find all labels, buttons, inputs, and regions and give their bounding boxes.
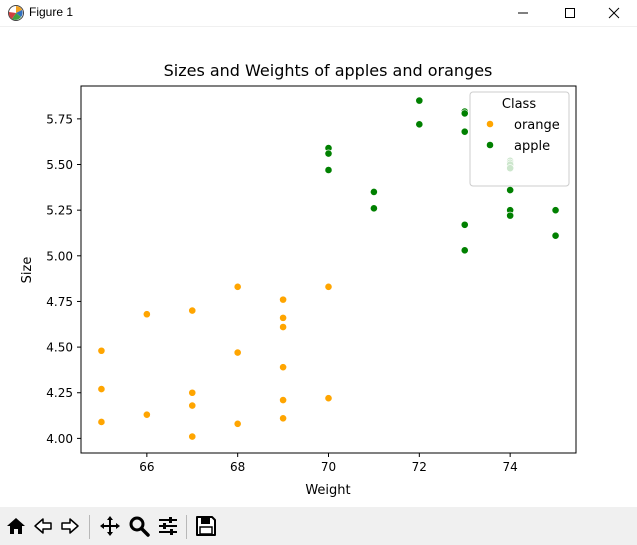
y-tick-label: 4.75 bbox=[46, 295, 73, 309]
x-tick-label: 72 bbox=[412, 460, 427, 474]
y-tick-label: 4.00 bbox=[46, 432, 73, 446]
y-tick-label: 5.25 bbox=[46, 204, 73, 218]
home-button[interactable] bbox=[4, 514, 28, 538]
y-axis-label: Size bbox=[20, 257, 35, 284]
scatter-point-orange bbox=[188, 388, 197, 397]
configure-subplots-button[interactable] bbox=[156, 514, 180, 538]
matplotlib-app-icon bbox=[8, 5, 24, 21]
navigation-toolbar bbox=[0, 507, 637, 545]
legend-box bbox=[469, 91, 570, 187]
scatter-point-orange bbox=[279, 295, 287, 304]
minimize-icon bbox=[518, 12, 528, 14]
scatter-point-orange bbox=[233, 282, 242, 291]
chart-title: Sizes and Weights of apples and oranges bbox=[164, 61, 493, 80]
scatter-point-orange bbox=[188, 306, 197, 315]
scatter-point-apple bbox=[324, 166, 333, 174]
scatter-point-apple bbox=[415, 120, 424, 129]
close-icon bbox=[608, 7, 620, 19]
forward-icon bbox=[61, 518, 79, 534]
scatter-point-orange bbox=[233, 348, 242, 357]
scatter-point-orange bbox=[279, 313, 287, 322]
scatter-point-orange bbox=[188, 432, 197, 441]
pan-icon bbox=[100, 516, 120, 536]
scatter-point-orange bbox=[324, 282, 333, 291]
y-tick-label: 4.50 bbox=[46, 341, 73, 355]
x-tick-label: 70 bbox=[321, 460, 336, 474]
back-icon bbox=[34, 518, 52, 534]
scatter-point-apple bbox=[506, 186, 515, 194]
scatter-chart: Sizes and Weights of apples and oranges … bbox=[0, 27, 637, 507]
toolbar-separator bbox=[186, 515, 187, 539]
configure-subplots-icon bbox=[159, 517, 177, 535]
save-icon bbox=[196, 516, 216, 536]
scatter-point-apple bbox=[460, 109, 469, 118]
scatter-point-orange bbox=[233, 419, 242, 428]
scatter-point-apple bbox=[460, 220, 469, 229]
toolbar-separator bbox=[89, 515, 90, 539]
scatter-point-orange bbox=[97, 346, 106, 355]
zoom-icon bbox=[129, 516, 150, 537]
scatter-point-orange bbox=[324, 394, 333, 403]
scatter-point-apple bbox=[370, 188, 378, 196]
y-tick-label: 5.75 bbox=[46, 112, 73, 126]
zoom-button[interactable] bbox=[127, 514, 151, 538]
y-tick-label: 5.00 bbox=[46, 249, 73, 263]
pan-button[interactable] bbox=[98, 514, 122, 538]
minimize-button[interactable] bbox=[500, 0, 546, 26]
legend-label-apple: apple bbox=[514, 139, 550, 154]
scatter-point-orange bbox=[279, 363, 287, 372]
legend: Class orange apple bbox=[469, 91, 570, 187]
maximize-button[interactable] bbox=[547, 0, 593, 26]
scatter-point-apple bbox=[370, 204, 378, 213]
close-button[interactable] bbox=[591, 0, 637, 26]
scatter-point-orange bbox=[279, 396, 287, 404]
scatter-point-orange bbox=[279, 323, 287, 331]
legend-marker-orange bbox=[486, 120, 494, 128]
scatter-point-apple bbox=[460, 246, 469, 255]
x-tick-label: 68 bbox=[230, 460, 245, 474]
scatter-point-orange bbox=[97, 418, 106, 426]
legend-label-orange: orange bbox=[514, 118, 560, 133]
scatter-point-orange bbox=[279, 414, 287, 423]
maximize-icon bbox=[565, 8, 575, 18]
scatter-point-apple bbox=[551, 231, 560, 240]
scatter-point-apple bbox=[551, 206, 560, 215]
legend-marker-apple bbox=[486, 141, 494, 149]
scatter-point-apple bbox=[415, 96, 424, 105]
scatter-point-apple bbox=[324, 149, 333, 158]
forward-button[interactable] bbox=[58, 514, 82, 538]
figure-canvas[interactable]: Sizes and Weights of apples and oranges … bbox=[0, 27, 637, 507]
scatter-point-orange bbox=[97, 385, 106, 393]
window-titlebar: Figure 1 bbox=[0, 0, 637, 27]
legend-title: Class bbox=[502, 97, 536, 112]
save-button[interactable] bbox=[194, 514, 218, 538]
x-tick-label: 74 bbox=[503, 460, 518, 474]
y-tick-label: 5.50 bbox=[46, 158, 73, 172]
x-axis-label: Weight bbox=[305, 483, 350, 498]
back-button[interactable] bbox=[31, 514, 55, 538]
scatter-point-orange bbox=[188, 401, 197, 410]
home-icon bbox=[7, 518, 25, 534]
window-title: Figure 1 bbox=[29, 5, 74, 19]
scatter-point-orange bbox=[142, 310, 151, 319]
scatter-point-orange bbox=[142, 410, 151, 419]
scatter-point-apple bbox=[460, 127, 469, 136]
y-tick-label: 4.25 bbox=[46, 386, 73, 400]
x-tick-label: 66 bbox=[139, 460, 154, 474]
scatter-point-apple bbox=[506, 211, 515, 220]
